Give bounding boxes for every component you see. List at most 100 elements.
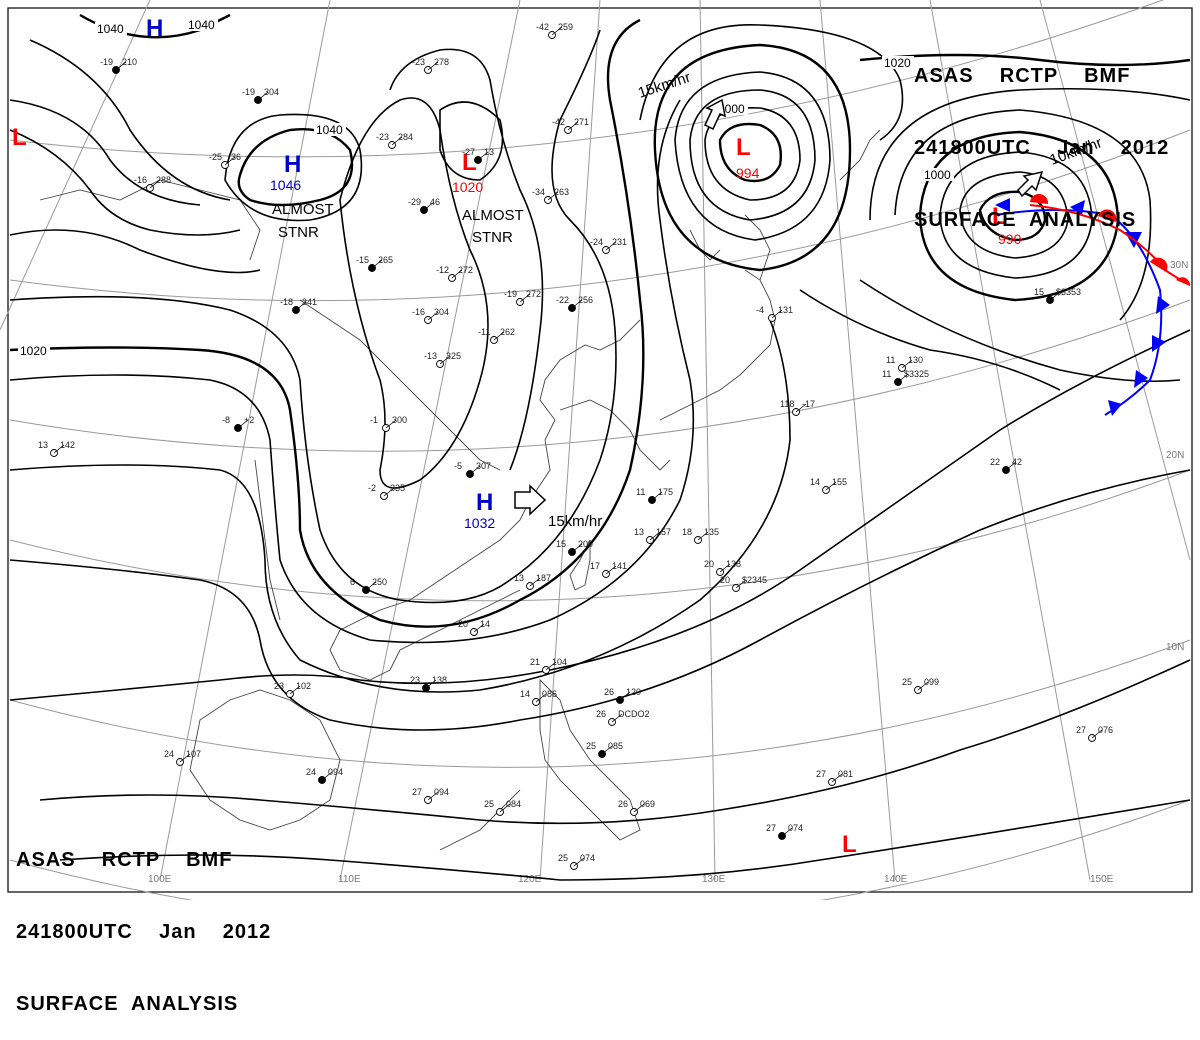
surface-analysis-map: 100E 110E 120E 130E 140E 150E 30N 20N 10… [0, 0, 1193, 900]
station-plot: 26 DCDO2 [596, 709, 650, 726]
wind-barb [425, 679, 437, 689]
station-temperature: 14 [520, 689, 530, 699]
wind-barb [427, 791, 439, 801]
wind-barb [795, 403, 807, 413]
wind-barb [545, 661, 557, 671]
station-plot: 23 102 [274, 681, 311, 698]
station-plot: -42 271 [552, 117, 589, 134]
station-temperature: 20 [458, 619, 468, 629]
station-temperature: 13 [514, 573, 524, 583]
lon-label-110e: 110E [338, 874, 361, 885]
wind-barb [179, 753, 191, 763]
motion-arrow-icon [1017, 170, 1044, 198]
cold-front-barb [1070, 200, 1085, 215]
station-temperature: -8 [222, 415, 230, 425]
station-pressure: 272 [458, 265, 473, 275]
station-plot: 11 130 [886, 355, 923, 372]
isobar-label: 1040 [188, 18, 215, 32]
station-temperature: 20 [720, 575, 730, 585]
high-pressure-value: 1032 [464, 515, 495, 531]
high-pressure-symbol: H [284, 151, 301, 178]
station-pressure: 187 [536, 573, 551, 583]
station-pressure: +2 [244, 415, 254, 425]
lat-label-30n: 30N [1170, 260, 1188, 271]
station-pressure: 081 [838, 769, 853, 779]
station-temperature: -5 [454, 461, 462, 471]
station-plot: 15 209 [556, 539, 593, 556]
station-temperature: -11 [478, 327, 490, 337]
station-pressure: 36 [231, 152, 241, 162]
station-temperature: 6 [350, 577, 355, 587]
lat-label-10n: 10N [1166, 642, 1184, 653]
wind-barb [224, 156, 236, 166]
wind-barb [469, 465, 481, 475]
station-temperature: -2 [368, 483, 376, 493]
station-temperature: 22 [990, 457, 1000, 467]
station-plot: -23 284 [376, 132, 413, 149]
station-plot: 17 141 [590, 561, 627, 578]
station-pressure: 138 [432, 675, 447, 685]
station-plot: -15 265 [356, 255, 393, 272]
station-plot: 11 175 [636, 487, 673, 504]
isobar-label: 1020 [20, 344, 47, 358]
station-temperature: -1 [370, 415, 378, 425]
station-pressure: 42 [1012, 457, 1022, 467]
station-temperature: -23 [376, 132, 389, 142]
station-temperature: -23 [412, 57, 425, 67]
station-plot: 26 069 [618, 799, 655, 816]
station-pressure: $2345 [742, 575, 767, 585]
low-pressure-value: 994 [736, 165, 760, 181]
cold-front-barb [995, 198, 1010, 212]
station-temperature: 11 [886, 355, 895, 365]
coastlines [39, 129, 881, 851]
station-pressure: 138 [726, 559, 741, 569]
wind-barb [535, 693, 547, 703]
station-plot: 26 120 [604, 687, 641, 704]
station-plot: -12 272 [436, 265, 473, 282]
high-pressure-symbol: H [146, 15, 163, 42]
wind-barb [451, 269, 463, 279]
high-pressure-symbol: H [476, 489, 493, 516]
station-plot: 27 074 [766, 823, 803, 840]
station-pressure: 263 [554, 187, 569, 197]
station-pressure: 157 [656, 527, 671, 537]
station-pressure: $3325 [904, 369, 929, 379]
station-temperature: 23 [410, 675, 420, 685]
station-temperature: 23 [274, 681, 284, 691]
station-temperature: 11 [636, 487, 645, 497]
station-pressure: 084 [506, 799, 521, 809]
motion-speed-label: 15km/hr [548, 513, 602, 530]
wind-barb [423, 201, 435, 211]
station-temperature: 118 [780, 399, 794, 409]
wind-barb [719, 563, 731, 573]
almost-stnr-note: STNR [472, 229, 513, 246]
station-pressure: 284 [398, 132, 413, 142]
motion-arrows [514, 98, 1044, 516]
station-temperature: 27 [1076, 725, 1086, 735]
wind-barb [547, 191, 559, 201]
station-pressure: 094 [434, 787, 449, 797]
chart-header-bottom: ASAS RCTP BMF 241800UTC Jan 2012 SURFACE… [16, 800, 271, 1040]
wind-barb [295, 301, 307, 311]
wind-barb [365, 581, 377, 591]
wind-barb [529, 577, 541, 587]
station-plot: -8 +2 [222, 415, 254, 432]
station-plot: 20 $2345 [720, 575, 767, 592]
wind-barb [605, 241, 617, 251]
wind-barb [53, 444, 65, 454]
station-pressure: 272 [526, 289, 541, 299]
station-temperature: -12 [436, 265, 449, 275]
station-plot: -42 259 [536, 22, 573, 39]
station-pressure: 278 [434, 57, 449, 67]
station-pressure: 288 [156, 175, 171, 185]
station-temperature: -25 [209, 152, 222, 162]
graticule [0, 0, 1191, 900]
station-plot: -19 304 [242, 87, 279, 104]
station-temperature: -16 [412, 307, 425, 317]
wind-barb [493, 331, 505, 341]
station-temperature: -4 [756, 305, 764, 315]
station-pressure: 135 [704, 527, 719, 537]
station-temperature: -42 [536, 22, 549, 32]
station-plot: 15 $3353 [1034, 287, 1081, 304]
station-pressure: 104 [552, 657, 567, 667]
